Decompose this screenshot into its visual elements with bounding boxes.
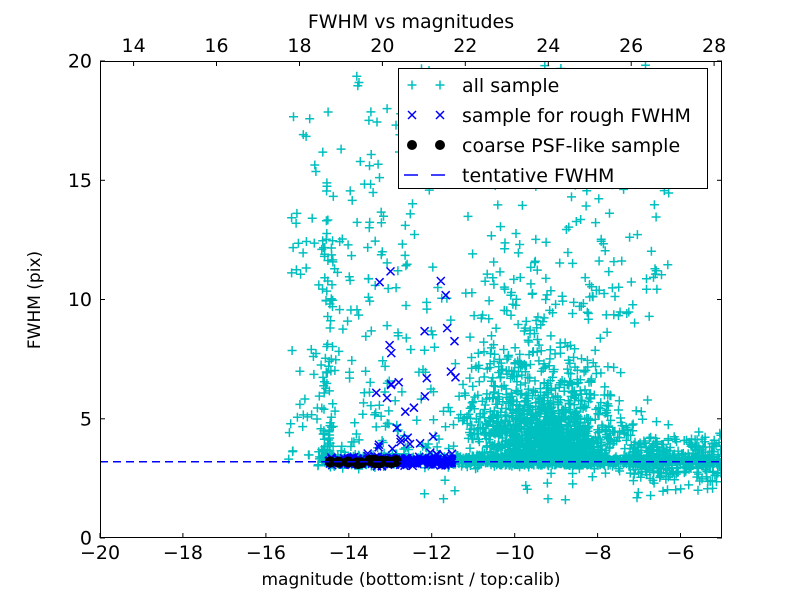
- x-tick-label-bottom: −18: [163, 542, 203, 564]
- x-tick-label-top: 20: [370, 35, 394, 57]
- x-tick-label-top: 18: [287, 35, 311, 57]
- x-icon: [435, 110, 445, 120]
- plus-icon: [435, 80, 445, 90]
- axis-ticks: −20 −18 −16 −14 −12 −10 −8 −6 14 16 18 20 22 24 26 28 0 5…: [68, 35, 726, 564]
- x-tick-label-bottom: −10: [495, 542, 535, 564]
- x-axis-label: magnitude (bottom:isnt / top:calib): [262, 570, 561, 590]
- x-tick-label-top: 28: [702, 35, 726, 57]
- psf-dot-marker: [324, 456, 336, 468]
- legend-frame: [398, 68, 708, 189]
- x-tick-label-bottom: −14: [329, 542, 369, 564]
- chart-title: FWHM vs magnitudes: [308, 11, 514, 33]
- x-tick-label-top: 14: [122, 35, 146, 57]
- x-tick-label-bottom: −8: [584, 542, 612, 564]
- legend-entry-dash: tentative FWHM: [404, 165, 614, 187]
- y-tick-label: 0: [80, 528, 92, 550]
- dot-icon: [435, 140, 445, 150]
- x-tick-label-top: 16: [204, 35, 228, 57]
- legend-entry-x: sample for rough FWHM: [407, 105, 691, 127]
- x-tick-label-top: 26: [619, 35, 643, 57]
- y-axis-label: FWHM (pix): [25, 251, 45, 349]
- x-tick-label-bottom: −16: [246, 542, 286, 564]
- y-tick-label: 20: [68, 51, 92, 73]
- x-icon: [407, 110, 417, 120]
- x-tick-label-bottom: −20: [80, 542, 120, 564]
- legend-entry-plus: all sample: [407, 75, 559, 97]
- legend-box: all sample sample for rough FWHM coarse PS…: [398, 68, 708, 189]
- dot-icon: [407, 140, 417, 150]
- legend-entry-label: sample for rough FWHM: [462, 105, 691, 127]
- psf-dot-marker: [351, 457, 363, 469]
- x-tick-label-bottom: −6: [666, 542, 694, 564]
- x-tick-label-top: 24: [536, 35, 560, 57]
- legend-entry-dot: coarse PSF-like sample: [407, 135, 680, 157]
- plus-icon: [407, 80, 417, 90]
- y-tick-label: 10: [68, 289, 92, 311]
- legend-entry-label: tentative FWHM: [462, 165, 614, 187]
- x-tick-label-top: 22: [453, 35, 477, 57]
- x-tick-label-bottom: −12: [412, 542, 452, 564]
- y-tick-label: 15: [68, 170, 92, 192]
- legend-entry-label: all sample: [462, 75, 559, 97]
- psf-dot-marker: [376, 455, 387, 467]
- y-tick-label: 5: [80, 408, 92, 430]
- legend-entry-label: coarse PSF-like sample: [462, 135, 680, 157]
